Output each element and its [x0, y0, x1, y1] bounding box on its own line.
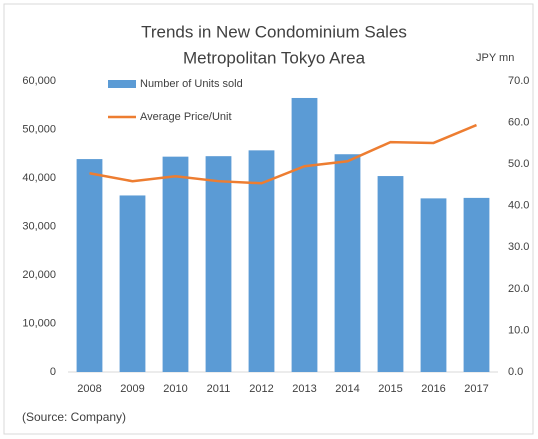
y-tick-label: 0 [50, 366, 56, 378]
chart-title: Trends in New Condominium Sales [141, 22, 407, 41]
bar [420, 198, 447, 372]
y2-tick-label: 10.0 [508, 324, 529, 336]
y-tick-label: 30,000 [22, 220, 56, 232]
y2-tick-label: 0.0 [508, 366, 523, 378]
x-tick-label: 2011 [207, 383, 231, 395]
source-note: (Source: Company) [22, 410, 126, 424]
x-tick-label: 2012 [249, 383, 273, 395]
bar [334, 154, 361, 372]
y-tick-label: 60,000 [22, 75, 56, 87]
line [89, 123, 477, 185]
x-tick-label: 2010 [163, 383, 187, 395]
legend-label: Average Price/Unit [140, 111, 232, 123]
y2-tick-label: 70.0 [508, 75, 529, 87]
y2-tick-label: 20.0 [508, 283, 529, 295]
bar [463, 197, 490, 372]
bar [291, 97, 318, 372]
bar [162, 156, 189, 372]
y2-tick-label: 50.0 [508, 158, 529, 170]
bar [76, 159, 103, 372]
y2-tick-label: 60.0 [508, 116, 529, 128]
y-tick-label: 50,000 [22, 123, 56, 135]
bar [119, 195, 146, 372]
bar [205, 156, 232, 372]
y-tick-label: 20,000 [22, 269, 56, 281]
bar [248, 150, 275, 372]
y2-tick-label: 30.0 [508, 241, 529, 253]
x-tick-label: 2013 [292, 383, 316, 395]
bar [377, 176, 404, 372]
y-tick-label: 10,000 [22, 317, 56, 329]
x-tick-label: 2016 [421, 383, 445, 395]
y-tick-label: 40,000 [22, 172, 56, 184]
y2-tick-label: 40.0 [508, 200, 529, 212]
legend-label: Number of Units sold [140, 78, 243, 90]
x-tick-label: 2017 [464, 383, 488, 395]
y2-axis-label: JPY mn [476, 52, 514, 64]
legend-swatch [108, 80, 136, 88]
x-tick-label: 2009 [120, 383, 144, 395]
chart-subtitle: Metropolitan Tokyo Area [183, 48, 366, 67]
x-tick-label: 2015 [378, 383, 402, 395]
x-tick-label: 2008 [77, 383, 101, 395]
x-tick-label: 2014 [335, 383, 359, 395]
